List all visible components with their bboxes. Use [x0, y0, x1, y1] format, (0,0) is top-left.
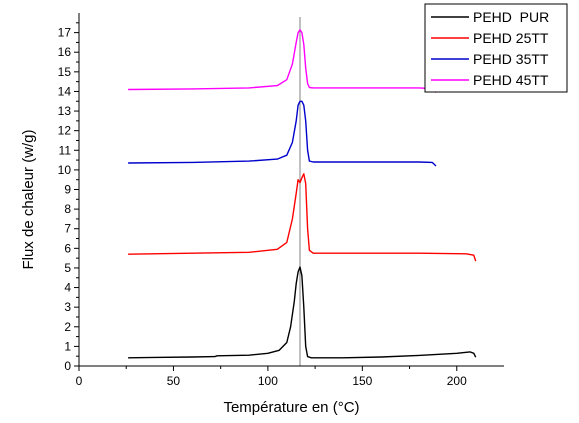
y-tick-label: 12 [58, 124, 72, 138]
legend-label-1: PEHD PUR [473, 9, 549, 25]
y-tick-label: 5 [64, 261, 71, 275]
y-tick-label: 2 [64, 320, 71, 334]
y-tick-label: 16 [58, 45, 72, 59]
y-tick-label: 0 [64, 359, 71, 373]
series-line-1 [128, 266, 477, 359]
legend-label-3: PEHD 35TT [473, 51, 549, 67]
y-tick-label: 9 [64, 183, 71, 197]
legend-label-4: PEHD 45TT [473, 72, 549, 88]
x-tick-label: 100 [258, 374, 278, 388]
series-line-4 [128, 29, 437, 93]
y-tick-label: 8 [64, 202, 71, 216]
legend-box [424, 3, 568, 93]
y-tick-label: 14 [58, 84, 72, 98]
plot-area [128, 17, 477, 366]
x-tick-label: 50 [167, 374, 181, 388]
x-tick-label: 200 [447, 374, 467, 388]
series-line-2 [128, 173, 477, 262]
legend-label-2: PEHD 25TT [473, 30, 549, 46]
y-tick-label: 10 [58, 163, 72, 177]
y-tick-label: 1 [64, 339, 71, 353]
legend: PEHD PUR PEHD 25TT PEHD 35TT PEHD 45TT [424, 3, 568, 93]
x-axis-title: Température en (°C) [223, 399, 359, 416]
series-line-3 [128, 100, 437, 167]
y-tick-label: 7 [64, 222, 71, 236]
y-tick-label: 4 [64, 281, 71, 295]
y-tick-label: 17 [58, 26, 72, 40]
y-axis-title: Flux de chaleur (w/g) [20, 129, 37, 269]
y-tick-label: 6 [64, 241, 71, 255]
y-tick-label: 11 [59, 143, 72, 157]
y-tick-label: 3 [64, 300, 71, 314]
y-tick-label: 13 [58, 104, 72, 118]
x-tick-label: 150 [352, 374, 372, 388]
y-tick-label: 15 [58, 65, 72, 79]
x-tick-label: 0 [76, 374, 83, 388]
